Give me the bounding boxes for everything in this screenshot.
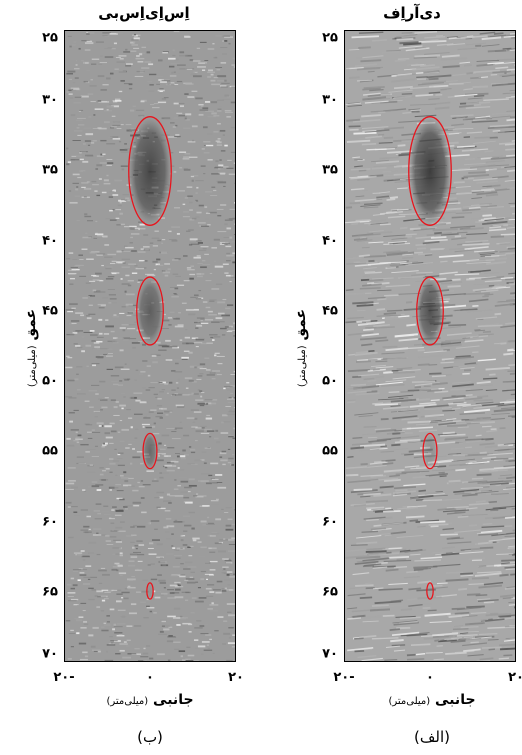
y-tick-label: ۶۵: [42, 584, 58, 600]
panel-b-xlabel-unit: (میلی‌متر): [106, 696, 149, 707]
panel-a-xlabel: جانبی (میلی‌متر): [388, 692, 475, 708]
cyst-outline: [128, 116, 172, 226]
cyst-outline: [422, 432, 438, 470]
cyst-fill: [136, 277, 164, 345]
panel-b-ylabel: عمق (میلی‌متر): [23, 293, 39, 403]
x-tick-label: ۰: [426, 670, 434, 685]
panel-b-ylabel-main: عمق: [23, 308, 39, 341]
panel-a-xlabel-unit: (میلی‌متر): [388, 696, 431, 707]
y-tick-label: ۷۰: [42, 646, 58, 662]
y-tick-label: ۴۵: [42, 303, 58, 319]
panel-a-title: دی‌آراِف: [383, 4, 441, 22]
cyst-fill: [128, 116, 172, 226]
panel-b-xlabel-main: جانبی: [153, 692, 194, 708]
y-tick-label: ۶۰: [322, 514, 338, 530]
cyst-outline: [408, 116, 452, 226]
x-tick-label: ۰: [146, 670, 154, 685]
panel-b-plot: [64, 30, 236, 662]
panel-a-caption: (الف): [414, 728, 450, 746]
x-tick-label: ۲۰: [228, 670, 244, 685]
y-tick-label: ۶۵: [322, 584, 338, 600]
panel-a-image: [345, 31, 515, 661]
cyst-outline: [146, 582, 154, 600]
cyst-outline: [142, 432, 158, 470]
panel-b-ylabel-unit: (میلی‌متر): [27, 345, 38, 388]
panel-a-xlabel-main: جانبی: [435, 692, 476, 708]
cyst-fill: [408, 116, 452, 226]
panel-a-ylabel-unit: (میلی‌متر): [297, 345, 308, 388]
y-tick-label: ۳۵: [322, 162, 338, 178]
cyst-fill: [423, 433, 437, 469]
cyst-fill: [416, 277, 444, 345]
y-tick-label: ۲۵: [322, 30, 338, 46]
x-tick-label: ۲۰-: [53, 670, 75, 685]
panel-b-title: اِس‌اِی‌اِس‌بی: [98, 4, 190, 22]
y-tick-label: ۳۰: [42, 92, 58, 108]
y-tick-label: ۵۵: [322, 443, 338, 459]
cyst-outline: [416, 276, 444, 346]
y-tick-label: ۳۰: [322, 92, 338, 108]
cyst-fill: [143, 433, 157, 469]
y-tick-label: ۴۵: [322, 303, 338, 319]
y-tick-label: ۵۵: [42, 443, 58, 459]
x-tick-label: ۲۰: [508, 670, 522, 685]
y-tick-label: ۲۵: [42, 30, 58, 46]
y-tick-label: ۴۰: [42, 233, 58, 249]
cyst-outline: [136, 276, 164, 346]
panel-b-xlabel: جانبی (میلی‌متر): [106, 692, 193, 708]
y-tick-label: ۵۰: [322, 373, 338, 389]
panel-a: دی‌آراِف ۲۵ ۳۰ ۳۵ ۴۰ ۴۵ ۵۰ ۵۵ ۶۰ ۶۵ ۷۰ ۲۰- ۰ ۲۰ عمق…: [282, 0, 522, 755]
y-tick-label: ۷۰: [322, 646, 338, 662]
x-tick-label: ۲۰-: [333, 670, 355, 685]
y-tick-label: ۳۵: [42, 162, 58, 178]
panel-b-image: [65, 31, 235, 661]
cyst-fill: [426, 582, 434, 600]
cyst-outline: [426, 582, 434, 600]
panel-a-ylabel-main: عمق: [293, 308, 309, 341]
y-tick-label: ۶۰: [42, 514, 58, 530]
panel-b-caption: (ب): [137, 728, 163, 746]
cyst-fill: [146, 582, 154, 600]
y-tick-label: ۴۰: [322, 233, 338, 249]
panel-b: اِس‌اِی‌اِس‌بی ۲۵ ۳۰ ۳۵ ۴۰ ۴۵ ۵۰ ۵۵ ۶۰ ۶۵ ۷۰ ۲۰- ۰…: [10, 0, 250, 755]
panel-a-plot: [344, 30, 516, 662]
y-tick-label: ۵۰: [42, 373, 58, 389]
panel-a-ylabel: عمق (میلی‌متر): [293, 293, 309, 403]
